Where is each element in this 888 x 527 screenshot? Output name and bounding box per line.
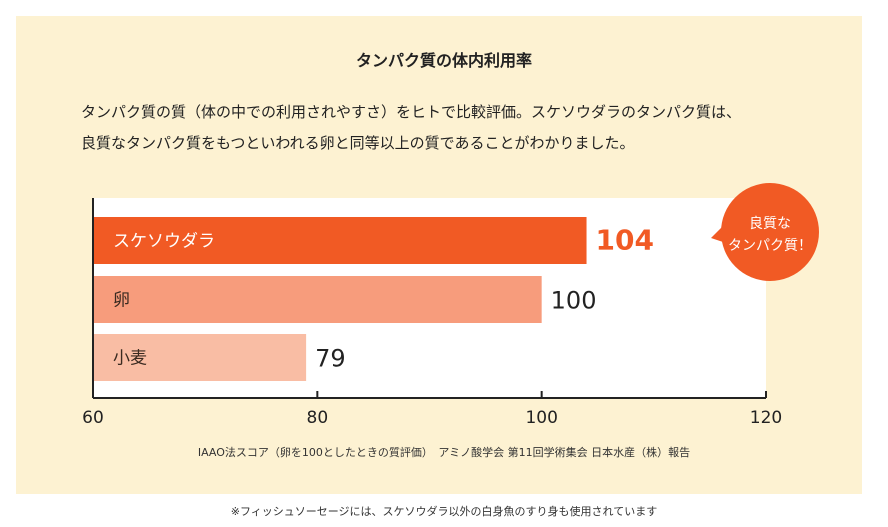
bar-2 xyxy=(93,276,542,323)
footnote: ※フィッシュソーセージには、スケソウダラ以外の白身魚のすり身も使用されています xyxy=(230,505,658,518)
bar-category-label-3: 小麦 xyxy=(113,349,147,369)
bar-value-label-1: 104 xyxy=(596,224,654,257)
description: タンパク質の質（体の中での利用されやすさ）をヒトで比較評価。スケソウダラのタンパ… xyxy=(81,97,781,159)
x-tick-label-4: 120 xyxy=(750,408,782,428)
x-tick-label-1: 60 xyxy=(82,408,104,428)
bar-value-label-2: 100 xyxy=(551,287,597,315)
x-tick-label-3: 100 xyxy=(525,408,557,428)
description-line-2: 良質なタンパク質をもつといわれる卵と同等以上の質であることがわかりました。 xyxy=(81,134,635,152)
chart-title: タンパク質の体内利用率 xyxy=(355,51,532,70)
bar-value-label-3: 79 xyxy=(315,345,346,373)
x-tick-label-2: 80 xyxy=(307,408,329,428)
description-line-1: タンパク質の質（体の中での利用されやすさ）をヒトで比較評価。スケソウダラのタンパ… xyxy=(81,103,742,121)
bar-category-label-2: 卵 xyxy=(113,291,130,311)
callout-text-line-2: タンパク質！ xyxy=(728,238,812,254)
bar-category-label-1: スケソウダラ xyxy=(113,232,215,252)
source-note: IAAO法スコア（卵を100としたときの質評価） アミノ酸学会 第11回学術集会… xyxy=(197,446,691,459)
callout-text-line-1: 良質な xyxy=(749,216,791,232)
bar-1 xyxy=(93,217,587,264)
bar-3 xyxy=(93,334,307,381)
callout-bubble xyxy=(721,183,819,281)
